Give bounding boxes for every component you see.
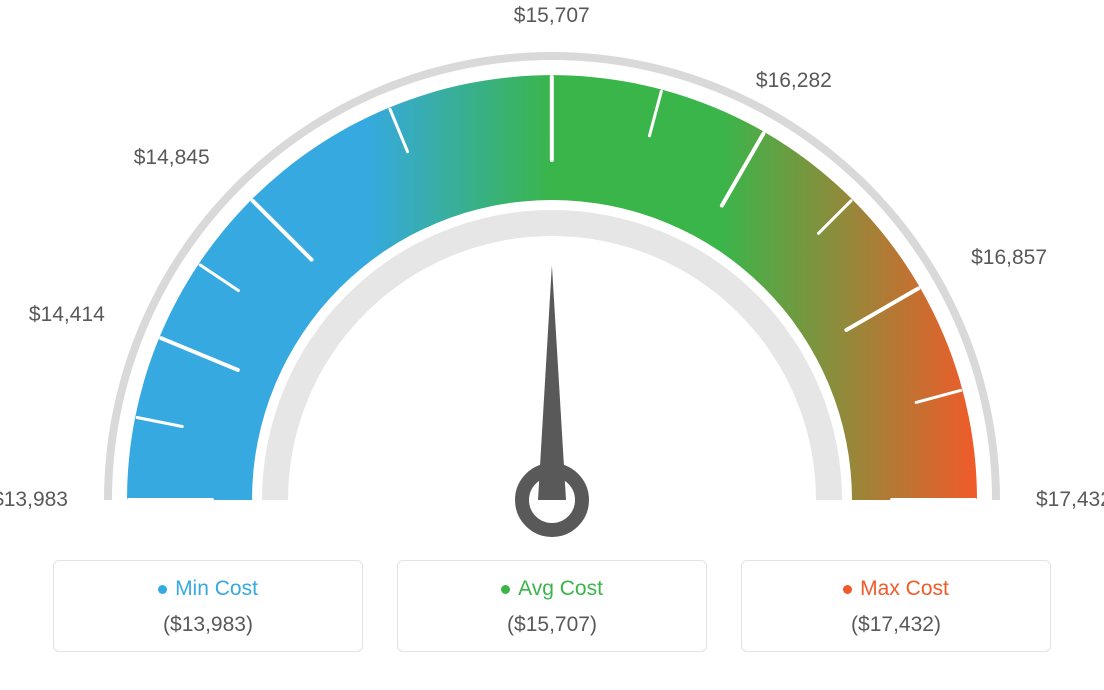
legend-title-min: Min Cost <box>158 577 258 601</box>
legend-dot-min <box>158 585 167 594</box>
legend-title-min-text: Min Cost <box>175 577 258 601</box>
legend-row: Min Cost ($13,983) Avg Cost ($15,707) Ma… <box>0 560 1104 672</box>
gauge-tick-label: $14,414 <box>29 303 105 327</box>
legend-value-min: ($13,983) <box>64 613 352 637</box>
legend-dot-max <box>843 585 852 594</box>
gauge-tick-label: $13,983 <box>0 488 68 512</box>
gauge-tick-label: $16,282 <box>756 69 832 93</box>
legend-dot-avg <box>501 585 510 594</box>
gauge-chart: $13,983 $14,414 $14,845 $15,707 $16,282 $16,8… <box>0 0 1104 560</box>
legend-title-avg: Avg Cost <box>501 577 603 601</box>
legend-card-max: Max Cost ($17,432) <box>741 560 1051 652</box>
legend-card-min: Min Cost ($13,983) <box>53 560 363 652</box>
legend-value-max: ($17,432) <box>752 613 1040 637</box>
legend-title-max-text: Max Cost <box>860 577 949 601</box>
gauge-svg <box>0 0 1104 560</box>
gauge-tick-label: $14,845 <box>134 146 210 170</box>
legend-title-avg-text: Avg Cost <box>518 577 603 601</box>
gauge-tick-label: $17,432 <box>1036 488 1104 512</box>
legend-title-max: Max Cost <box>843 577 949 601</box>
legend-card-avg: Avg Cost ($15,707) <box>397 560 707 652</box>
legend-value-avg: ($15,707) <box>408 613 696 637</box>
gauge-tick-label: $16,857 <box>971 246 1047 270</box>
gauge-tick-label: $15,707 <box>514 4 590 28</box>
